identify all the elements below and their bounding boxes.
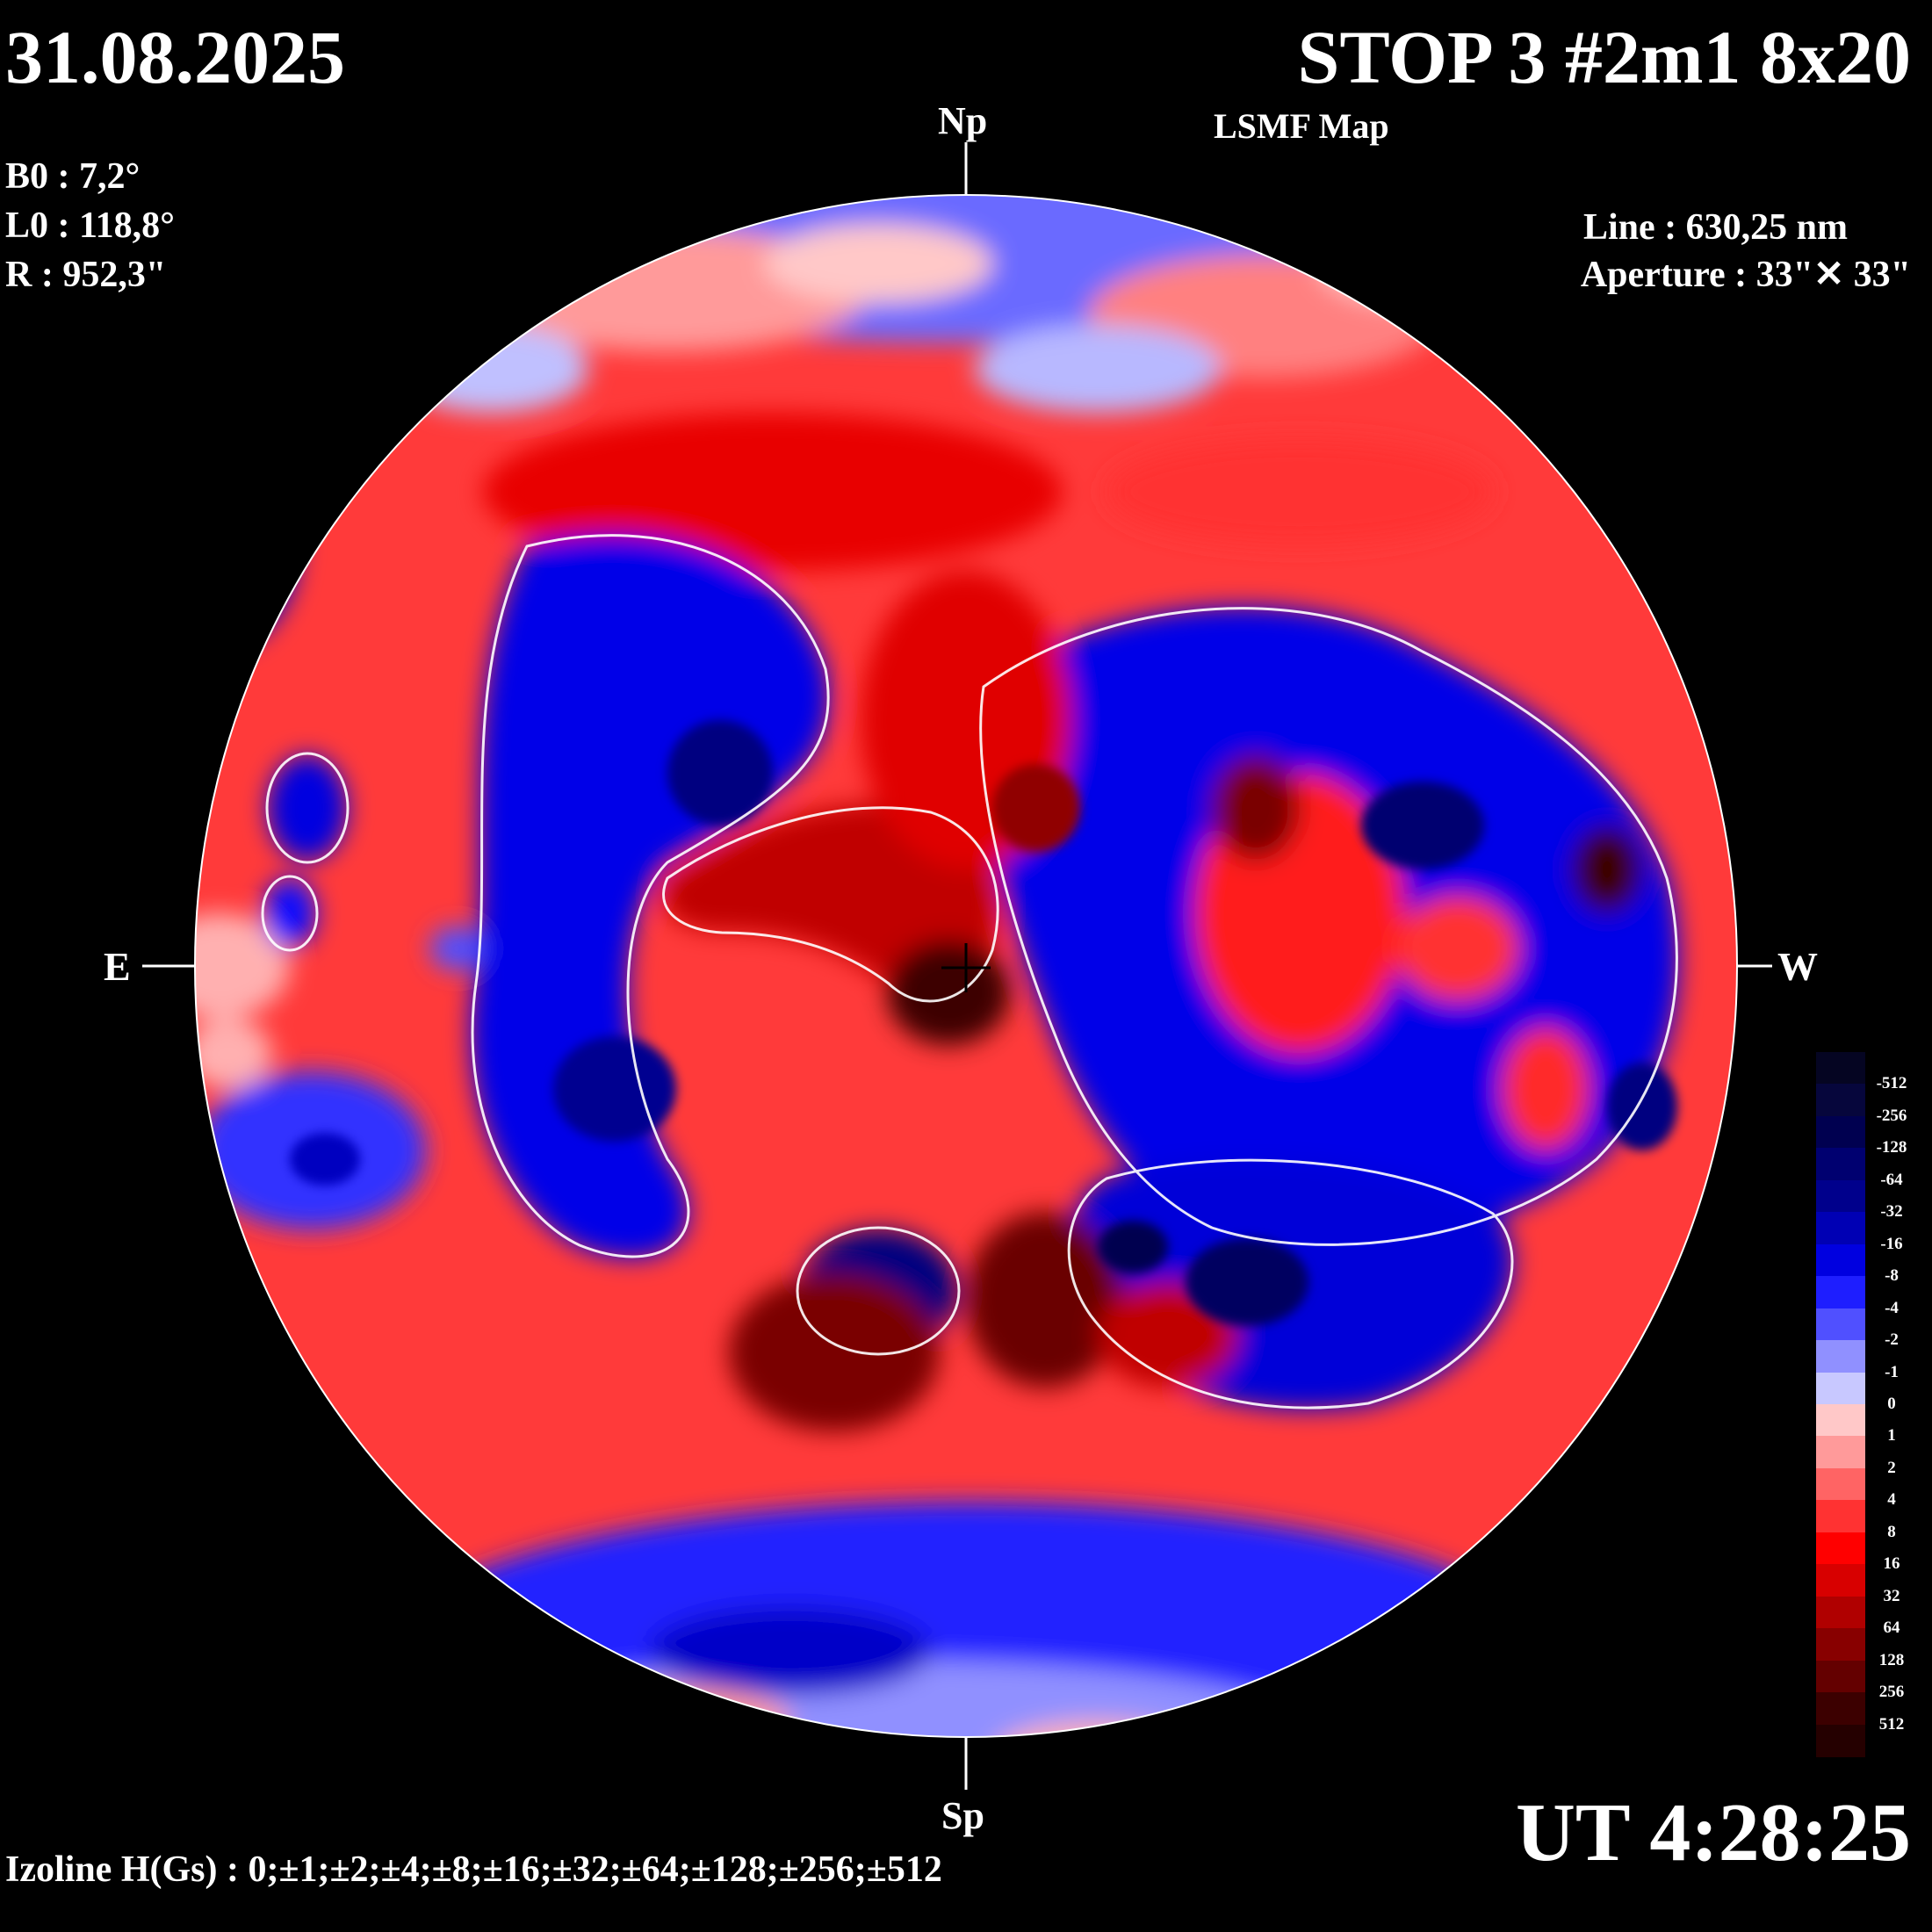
legend-label: 4	[1887, 1490, 1896, 1510]
isoline-levels: Izoline H(Gs) : 0;±1;±2;±4;±8;±16;±32;±6…	[5, 1849, 942, 1890]
legend-swatch	[1816, 1596, 1865, 1630]
legend-label: -32	[1880, 1202, 1903, 1222]
legend-swatch	[1816, 1084, 1865, 1117]
legend-swatch	[1816, 1467, 1865, 1502]
observation-date: 31.08.2025	[5, 15, 345, 99]
legend-swatch	[1816, 1212, 1865, 1245]
legend-label: 16	[1883, 1554, 1900, 1574]
west-label: W	[1777, 944, 1818, 989]
legend-label: -8	[1885, 1266, 1899, 1286]
legend-swatch	[1816, 1244, 1865, 1278]
south-pole-label: Sp	[941, 1794, 984, 1837]
legend-swatch	[1816, 1372, 1865, 1405]
legend-label: -2	[1885, 1330, 1899, 1350]
b0-value: B0 : 7,2°	[5, 156, 141, 197]
legend-label: -4	[1885, 1298, 1899, 1317]
east-label: E	[104, 944, 131, 989]
north-pole-label: Np	[938, 99, 988, 142]
legend-label: -1	[1885, 1362, 1899, 1381]
field-strength-legend	[1816, 1052, 1865, 1757]
legend-swatch	[1816, 1500, 1865, 1533]
radius-value: R : 952,3"	[5, 255, 167, 295]
legend-swatch	[1816, 1436, 1865, 1469]
legend-label: 1	[1887, 1426, 1896, 1445]
legend-swatch	[1816, 1532, 1865, 1566]
legend-label: 0	[1887, 1395, 1896, 1413]
legend-swatch	[1816, 1179, 1865, 1214]
legend-label: 128	[1878, 1650, 1905, 1669]
solar-disc	[195, 195, 1737, 1737]
l0-value: L0 : 118,8°	[5, 205, 175, 246]
legend-swatch	[1816, 1404, 1865, 1438]
legend-swatch	[1816, 1308, 1865, 1342]
legend-label: 32	[1883, 1586, 1900, 1605]
legend-swatch	[1816, 1724, 1865, 1757]
legend-label: -256	[1876, 1106, 1907, 1125]
legend-swatch	[1816, 1052, 1865, 1085]
aperture-size: Aperture : 33"✕ 33"	[1580, 255, 1911, 295]
legend-label: 2	[1887, 1458, 1896, 1477]
legend-label: 64	[1883, 1618, 1900, 1638]
legend-swatch	[1816, 1628, 1865, 1662]
map-subtitle: LSMF Map	[1214, 106, 1389, 146]
legend-label: -16	[1880, 1234, 1903, 1253]
legend-swatch	[1816, 1564, 1865, 1597]
legend-label: 256	[1878, 1683, 1905, 1702]
legend-swatch	[1816, 1148, 1865, 1181]
spectral-line: Line : 630,25 nm	[1582, 207, 1848, 248]
legend-swatch	[1816, 1276, 1865, 1309]
legend-swatch	[1816, 1692, 1865, 1726]
legend-label: 8	[1887, 1522, 1896, 1541]
legend-swatch	[1816, 1660, 1865, 1694]
legend-swatch	[1816, 1115, 1865, 1150]
legend-swatch	[1816, 1340, 1865, 1373]
legend-label: -128	[1876, 1138, 1907, 1157]
legend-label: -64	[1880, 1170, 1903, 1189]
legend-label: 512	[1878, 1714, 1905, 1734]
universal-time: UT 4:28:25	[1516, 1787, 1911, 1878]
map-title: STOP 3 #2m1 8x20	[1297, 15, 1911, 99]
legend-label: -512	[1876, 1074, 1907, 1093]
